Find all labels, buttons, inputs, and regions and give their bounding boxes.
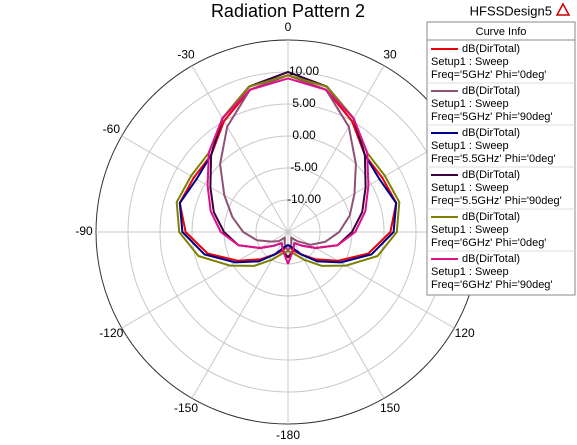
curves — [175, 71, 401, 267]
legend-label: Freq='6GHz' Phi='90deg' — [431, 279, 553, 291]
grid-spoke — [121, 231, 289, 329]
legend-setup: Setup1 : Sweep — [431, 224, 509, 236]
grid-spoke — [287, 65, 385, 233]
curve — [206, 77, 370, 265]
legend-label: Freq='6GHz' Phi='0deg' — [431, 237, 546, 249]
legend-title: Curve Info — [476, 26, 527, 38]
theta-tick-label: -180 — [276, 428, 300, 442]
legend-setup: Setup1 : Sweep — [431, 56, 509, 68]
theta-tick-label: 150 — [380, 401, 400, 415]
legend-name: dB(DirTotal) — [462, 211, 520, 223]
legend-label: Freq='5.5GHz' Phi='0deg' — [431, 153, 556, 165]
legend-label: Freq='5.5GHz' Phi='90deg' — [431, 195, 562, 207]
theta-tick-label: -150 — [174, 401, 198, 415]
legend-label: Freq='5GHz' Phi='0deg' — [431, 69, 546, 81]
legend-setup: Setup1 : Sweep — [431, 182, 509, 194]
legend-name: dB(DirTotal) — [462, 169, 520, 181]
r-tick-label: 10.00 — [289, 64, 319, 78]
r-tick-label: 0.00 — [292, 128, 316, 142]
r-tick-label: 5.00 — [292, 96, 316, 110]
grid — [95, 39, 481, 425]
theta-tick-label: 0 — [285, 20, 292, 34]
grid-spoke — [191, 65, 289, 233]
grid-spoke — [191, 231, 289, 399]
legend-box — [426, 21, 576, 296]
legend-setup: Setup1 : Sweep — [431, 98, 509, 110]
grid-spoke — [287, 231, 385, 399]
theta-tick-label: -60 — [103, 122, 121, 136]
r-tick-label: -5.00 — [290, 160, 318, 174]
curve — [175, 74, 401, 267]
design-name: HFSSDesign5 — [470, 3, 552, 18]
theta-tick-label: -120 — [99, 326, 123, 340]
legend-setup: Setup1 : Sweep — [431, 266, 509, 278]
labels: -180-150-120-90-60-300306090120150-10.00… — [75, 20, 499, 442]
legend-name: dB(DirTotal) — [462, 43, 520, 55]
legend-name: dB(DirTotal) — [462, 85, 520, 97]
r-tick-label: -10.00 — [287, 192, 321, 206]
theta-tick-label: -90 — [75, 224, 93, 238]
legend: Curve Info dB(DirTotal)Setup1 : SweepFre… — [426, 21, 576, 296]
chart-title: Radiation Pattern 2 — [211, 1, 365, 21]
theta-tick-label: 30 — [383, 48, 397, 62]
app-icon — [555, 2, 571, 16]
grid-spoke — [121, 135, 289, 233]
theta-tick-label: -30 — [177, 48, 195, 62]
legend-name: dB(DirTotal) — [462, 253, 520, 265]
legend-name: dB(DirTotal) — [462, 127, 520, 139]
legend-label: Freq='5GHz' Phi='90deg' — [431, 111, 553, 123]
legend-setup: Setup1 : Sweep — [431, 140, 509, 152]
theta-tick-label: 120 — [455, 326, 475, 340]
